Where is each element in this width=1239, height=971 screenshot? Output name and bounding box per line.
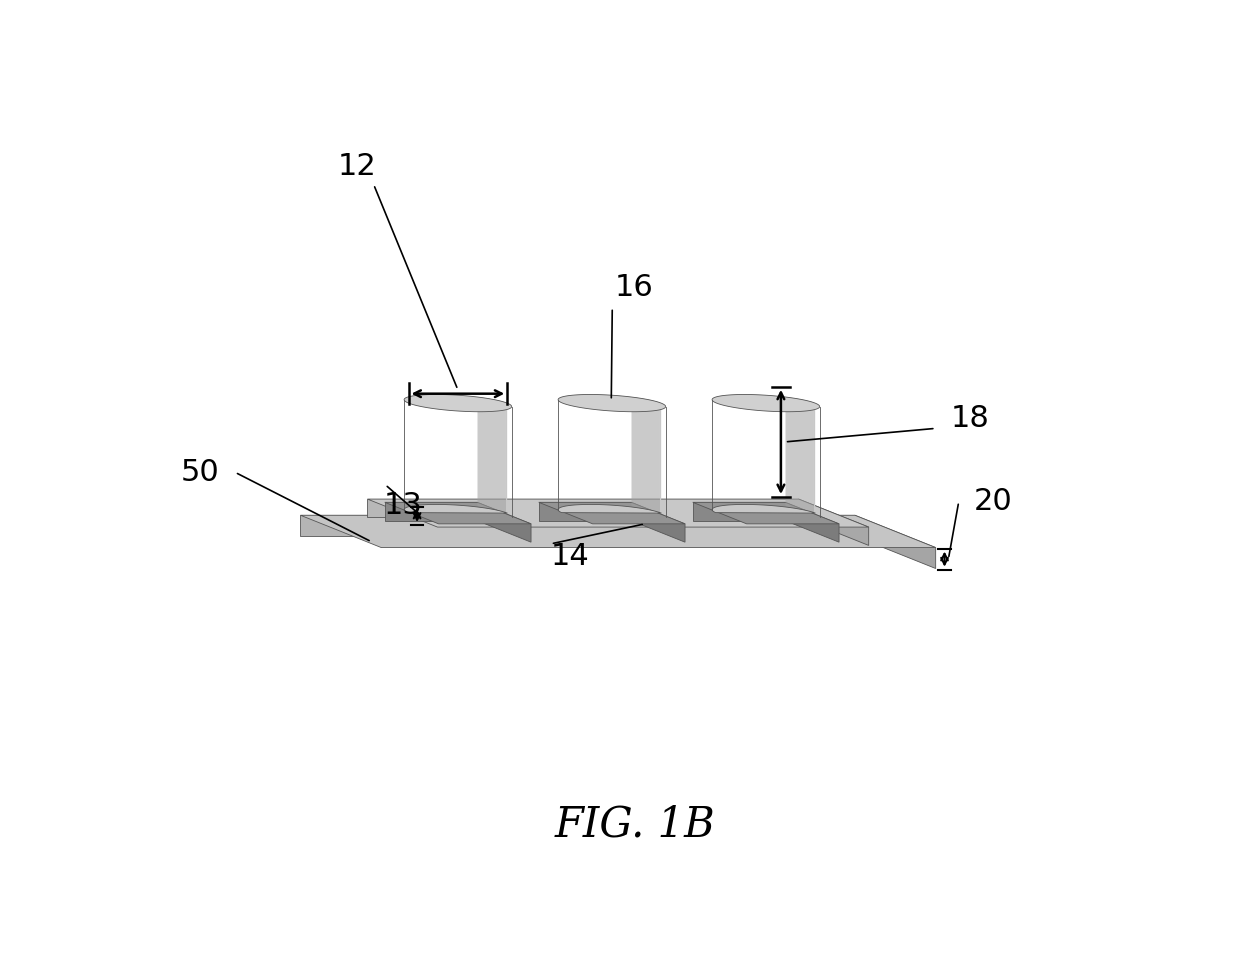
Polygon shape (539, 502, 631, 520)
Polygon shape (385, 502, 477, 520)
Text: 16: 16 (615, 273, 653, 302)
Text: 50: 50 (181, 457, 219, 486)
Polygon shape (712, 394, 820, 412)
Polygon shape (368, 499, 869, 527)
Polygon shape (693, 502, 839, 523)
Polygon shape (404, 394, 507, 513)
Polygon shape (539, 502, 685, 523)
Polygon shape (799, 499, 869, 546)
Polygon shape (712, 394, 815, 513)
Polygon shape (404, 394, 512, 412)
Polygon shape (631, 502, 685, 542)
Polygon shape (693, 502, 786, 520)
Polygon shape (477, 502, 532, 542)
Polygon shape (385, 502, 532, 523)
Polygon shape (477, 397, 506, 513)
Text: 12: 12 (337, 152, 375, 181)
Polygon shape (300, 516, 855, 536)
Text: 20: 20 (974, 487, 1012, 516)
Text: FIG. 1B: FIG. 1B (555, 804, 716, 846)
Polygon shape (855, 516, 935, 568)
Polygon shape (300, 516, 935, 548)
Text: 18: 18 (950, 404, 990, 433)
Text: 13: 13 (383, 491, 422, 519)
Polygon shape (558, 394, 662, 513)
Polygon shape (632, 397, 660, 513)
Polygon shape (786, 502, 839, 542)
Polygon shape (368, 499, 799, 518)
Polygon shape (558, 394, 665, 412)
Text: 14: 14 (550, 543, 590, 572)
Polygon shape (786, 397, 814, 513)
